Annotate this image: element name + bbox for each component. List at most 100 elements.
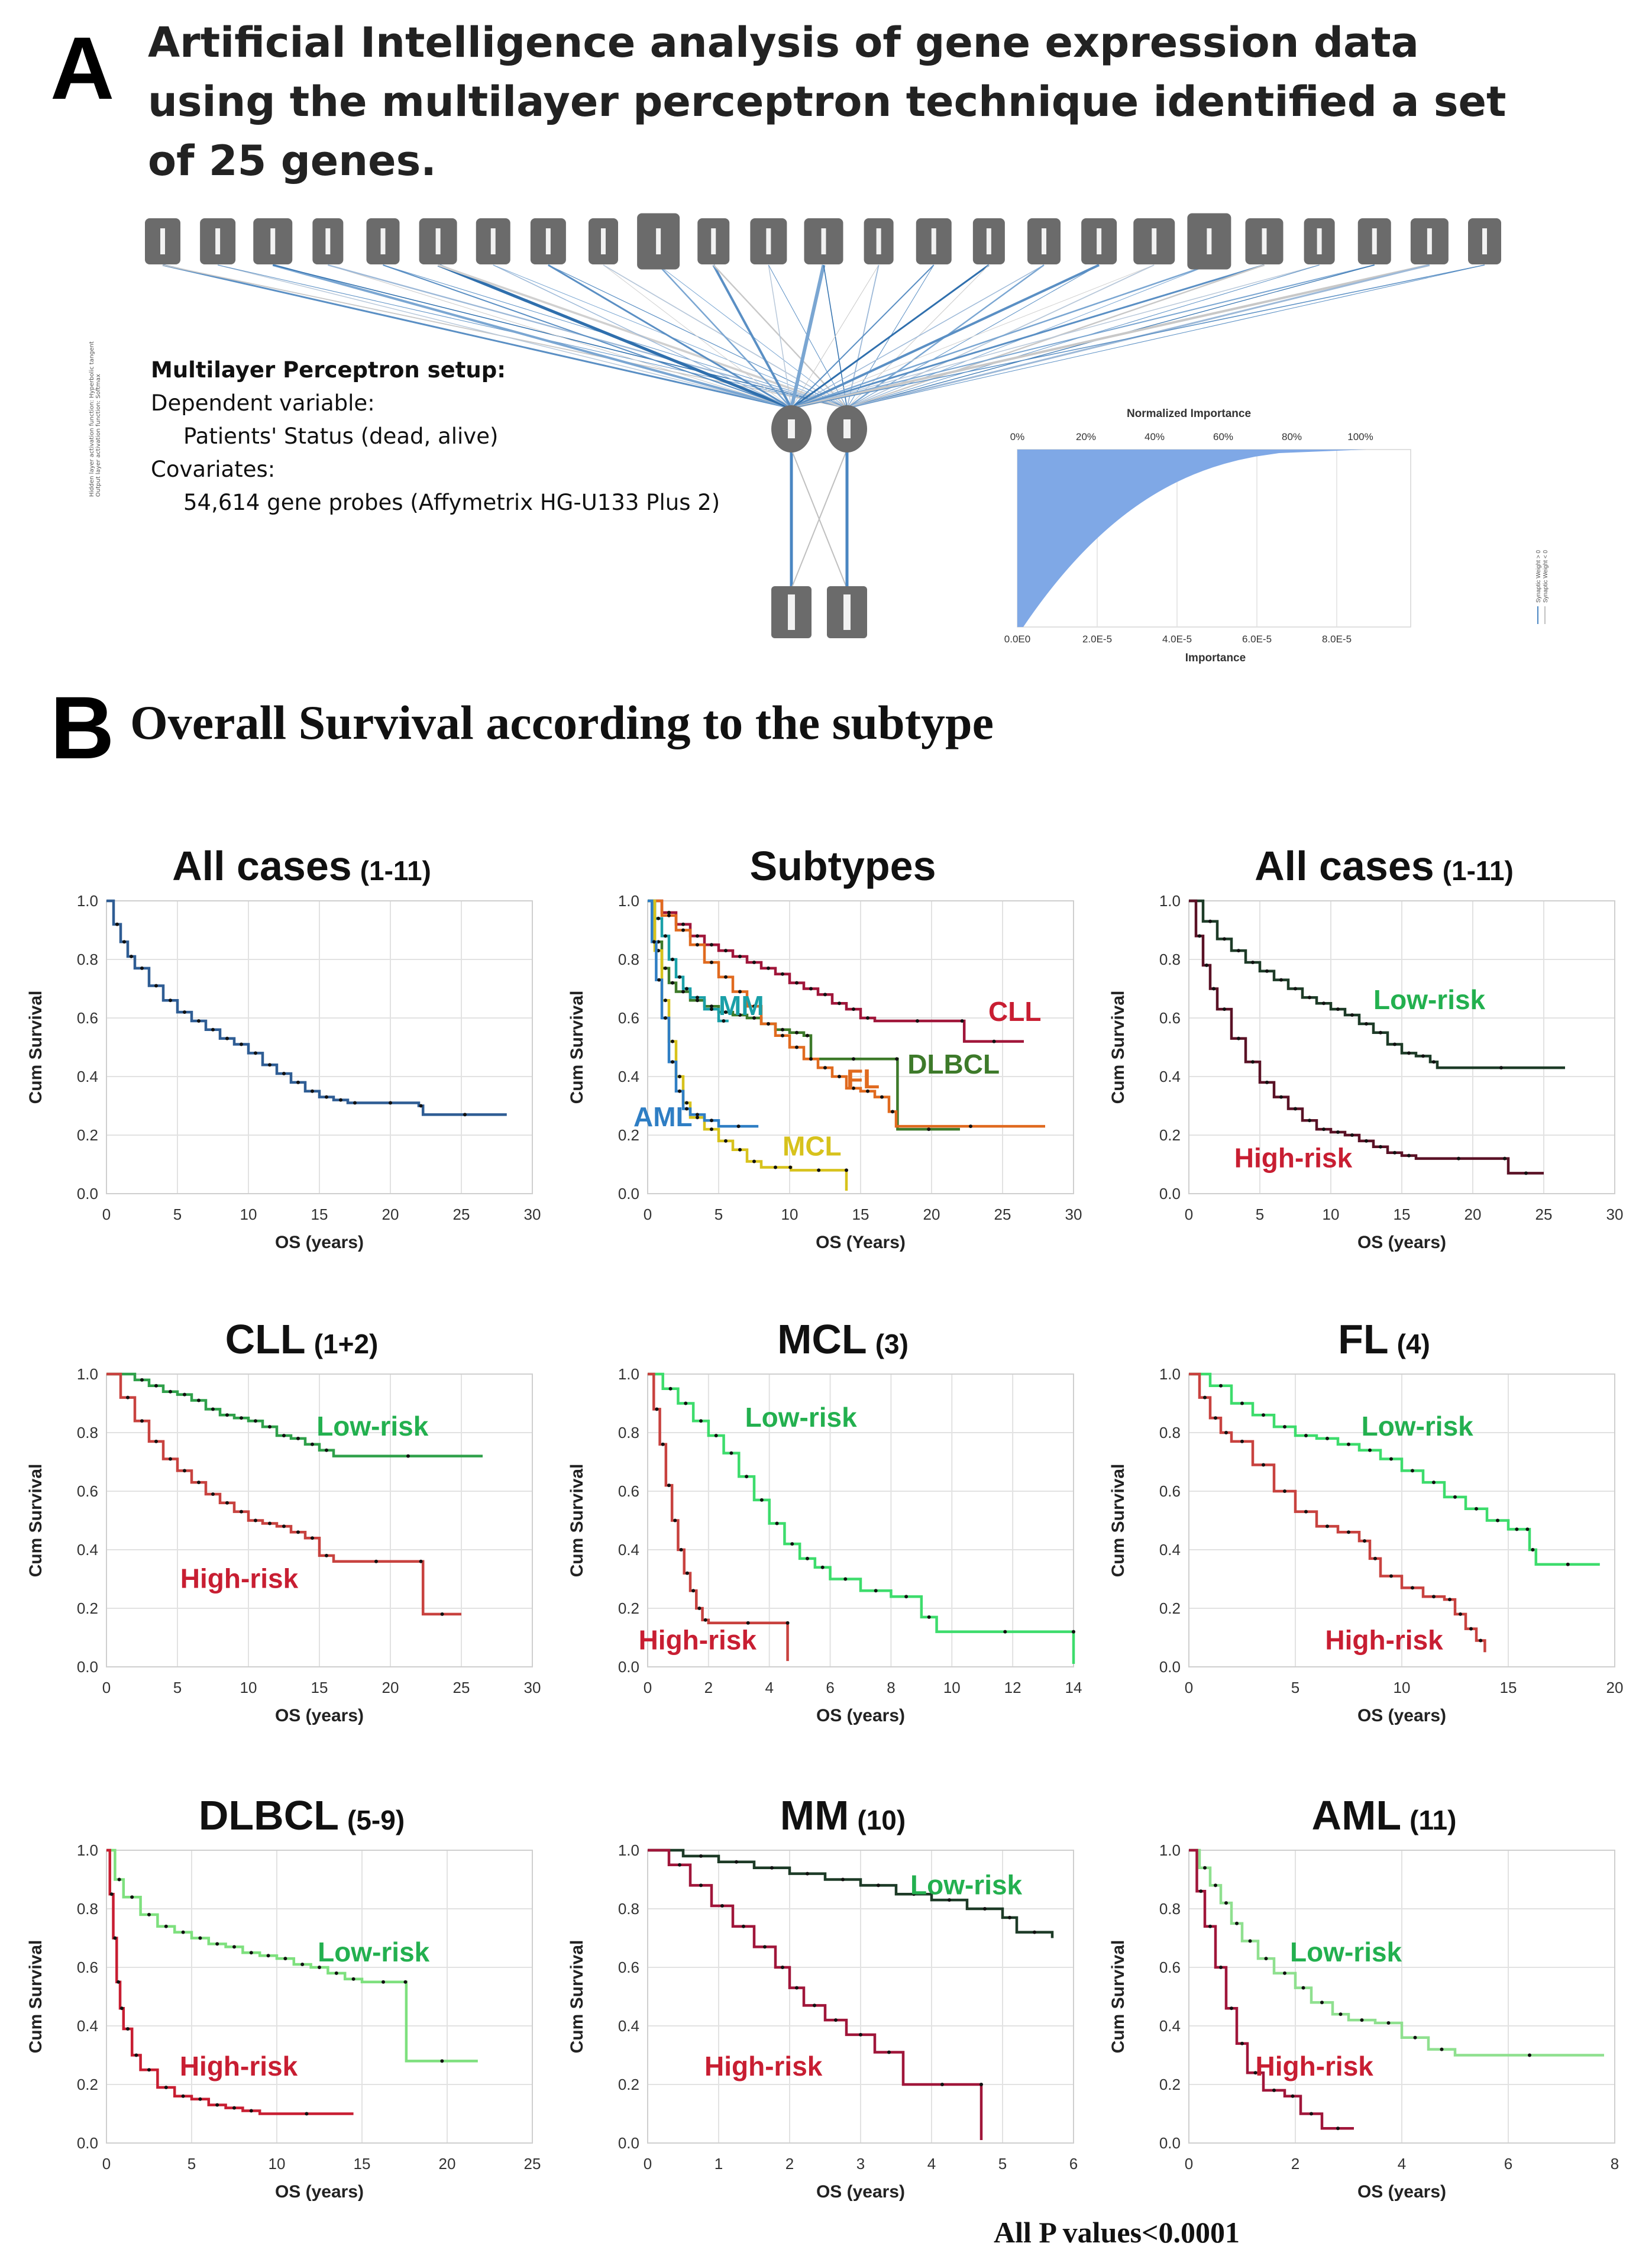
censor-mark xyxy=(809,987,813,991)
censor-mark xyxy=(389,1101,392,1105)
censor-mark xyxy=(795,981,798,985)
censor-mark xyxy=(1524,1171,1528,1175)
dependent-variable-label: Dependent variable: xyxy=(151,390,375,416)
input-node-tag xyxy=(215,228,221,254)
y-axis-label: Cum Survival xyxy=(1108,1940,1128,2054)
censor-mark xyxy=(117,1877,121,1882)
censor-mark xyxy=(296,1530,300,1534)
censor-mark xyxy=(1432,1481,1436,1485)
censor-mark xyxy=(325,1095,328,1099)
x-tick-label: 5 xyxy=(1291,1679,1299,1696)
censor-mark xyxy=(781,972,784,976)
censor-mark xyxy=(710,960,713,964)
censor-mark xyxy=(1251,1060,1255,1064)
censor-mark xyxy=(1453,1495,1457,1499)
censor-mark xyxy=(311,1442,314,1446)
censor-mark xyxy=(960,1019,964,1023)
censor-mark xyxy=(1262,1413,1265,1417)
x-tick-label: 20 xyxy=(923,1205,940,1223)
censor-mark xyxy=(311,1089,314,1093)
x-axis-label: OS (years) xyxy=(275,1706,364,1725)
covariates-value: 54,614 gene probes (Affymetrix HG-U133 P… xyxy=(183,490,720,515)
censor-mark xyxy=(1389,1574,1393,1578)
censor-mark xyxy=(710,1119,713,1123)
censor-mark xyxy=(1301,1986,1305,1990)
censor-mark xyxy=(685,1107,688,1111)
censor-mark xyxy=(1365,1139,1368,1143)
censor-mark xyxy=(788,1165,793,1169)
censor-mark xyxy=(668,1386,673,1391)
importance-bars xyxy=(1017,450,1366,627)
dependent-variable-value: Patients' Status (dead, alive) xyxy=(183,424,499,449)
censor-mark xyxy=(1283,1489,1286,1493)
input-hidden-synapse xyxy=(162,264,792,409)
censor-mark xyxy=(1350,1133,1354,1137)
plot-frame xyxy=(1188,1373,1615,1667)
censor-mark xyxy=(790,1542,794,1546)
censor-mark xyxy=(1407,1153,1411,1158)
censor-mark xyxy=(1411,1586,1414,1590)
input-hidden-synapse xyxy=(712,264,793,409)
x-tick-label: 0 xyxy=(644,1205,652,1223)
y-tick-label: 0.0 xyxy=(618,1658,639,1676)
censor-mark xyxy=(1264,1957,1268,1961)
censor-mark xyxy=(699,1854,703,1858)
chart-title-sub: (10) xyxy=(857,1805,906,1835)
curve-label: High-risk xyxy=(180,2051,298,2082)
censor-mark xyxy=(1224,1431,1228,1434)
input-node-tag xyxy=(986,228,991,254)
censor-mark xyxy=(1350,1013,1354,1017)
censor-mark xyxy=(735,1860,738,1864)
survival-curve-low-risk xyxy=(1189,899,1565,1069)
censor-mark xyxy=(767,1022,770,1026)
censor-mark xyxy=(742,1924,745,1928)
km-chart-mm: MM (10) 0.0 0.2 0.4 0.6 0.8 1.0 0 1 2 3 4 5 6 OS (years… xyxy=(567,1792,1078,2202)
curve-label: High-risk xyxy=(1325,1624,1443,1655)
input-hidden-synapse xyxy=(437,263,792,410)
km-chart-dlbcl: DLBCL (5-9) 0.0 0.2 0.4 0.6 0.8 1.0 0 5 10 15 20 25 OS… xyxy=(26,1792,541,2202)
censor-mark xyxy=(440,1612,444,1616)
censor-mark xyxy=(1379,1145,1382,1149)
survival-curve-cll xyxy=(648,899,1024,1043)
x-tick-label: 15 xyxy=(1500,1679,1517,1696)
x-tick-label: 4 xyxy=(1398,2155,1406,2173)
survival-curve-low-risk xyxy=(648,1372,1075,1664)
curve-label: AML xyxy=(633,1101,693,1132)
y-axis-label: Cum Survival xyxy=(567,1940,587,2054)
censor-mark xyxy=(249,2109,253,2113)
censor-mark xyxy=(1363,1539,1366,1543)
x-axis-label: OS (years) xyxy=(275,2182,364,2202)
censor-mark xyxy=(311,1536,314,1540)
censor-mark xyxy=(661,1442,665,1446)
censor-mark xyxy=(681,990,685,994)
input-node-tag xyxy=(1482,228,1487,254)
censor-mark xyxy=(1515,1527,1519,1531)
x-tick-label: 10 xyxy=(240,1205,257,1223)
censor-mark xyxy=(752,1004,756,1009)
censor-mark xyxy=(1214,1416,1217,1420)
input-node-tag xyxy=(711,228,716,254)
censor-mark xyxy=(140,966,144,970)
input-node-tag xyxy=(821,228,826,254)
censor-mark xyxy=(720,1904,724,1908)
y-tick-label: 0.4 xyxy=(618,2017,639,2035)
censor-mark xyxy=(1322,1001,1326,1006)
censor-mark xyxy=(1212,987,1215,991)
censor-mark xyxy=(1469,1627,1473,1631)
curve-label: High-risk xyxy=(180,1563,299,1594)
km-chart-mcl: MCL (3) 0.0 0.2 0.4 0.6 0.8 1.0 0 2 4 6 8 10 12 14 OS (y… xyxy=(567,1316,1082,1725)
plot-frame xyxy=(106,900,533,1194)
censor-mark xyxy=(1003,1630,1007,1634)
censor-mark xyxy=(724,949,728,953)
x-tick-label: 10 xyxy=(943,1679,961,1696)
censor-mark xyxy=(738,1013,742,1017)
y-tick-label: 0.6 xyxy=(77,1482,98,1500)
censor-mark xyxy=(154,984,158,988)
censor-mark xyxy=(1336,1007,1340,1011)
x-tick-label: 8 xyxy=(887,1679,895,1696)
chart-title: DLBCL (5-9) xyxy=(199,1792,405,1838)
y-tick-label: 0.6 xyxy=(77,1009,98,1027)
censor-mark xyxy=(119,2006,124,2011)
censor-mark xyxy=(874,1589,878,1593)
x-tick-label: 25 xyxy=(994,1205,1011,1223)
